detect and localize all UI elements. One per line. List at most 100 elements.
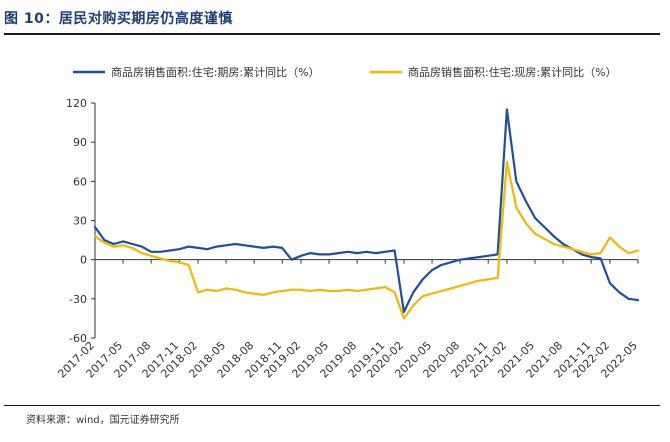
series-1-point [600,257,602,259]
series-2-point [403,317,405,319]
series-1-point [300,255,302,257]
series-1-point [525,200,527,202]
series-2-point [609,236,611,238]
series-2-point [590,253,592,255]
series-1-point [534,217,536,219]
series-2-point [159,257,161,259]
series-2-point [440,290,442,292]
series-2-point [347,289,349,291]
series-2-point [459,285,461,287]
series-2-point [291,289,293,291]
source-divider [4,405,660,406]
legend-label-1: 商品房销售面积:住宅:期房:累计同比（%） [111,65,320,79]
series-1-point [515,180,517,182]
series-1-point [487,255,489,257]
series-1-point [272,246,274,248]
series-2-point [375,287,377,289]
series-1-point [206,248,208,250]
series-2-point [515,206,517,208]
series-1-point [225,244,227,246]
series-2-point [422,295,424,297]
series-1-point [412,291,414,293]
series-1-point [440,264,442,266]
series-1-point [394,249,396,251]
series-2-point [365,289,367,291]
series-1-point [94,226,96,228]
series-2-point [431,293,433,295]
y-tick-label: 0 [80,254,87,267]
series-1-point [384,251,386,253]
series-1-point [375,252,377,254]
series-1-point [422,278,424,280]
series-1-point [309,252,311,254]
series-2-point [543,238,545,240]
y-tick-label: 30 [73,215,87,228]
series-2-point [394,291,396,293]
series-2-point [281,290,283,292]
series-1-point [253,246,255,248]
series-2-point [113,246,115,248]
series-2-point [103,242,105,244]
series-1-point [450,261,452,263]
series-2-point [628,252,630,254]
series-2-point [188,264,190,266]
series-2-point [581,251,583,253]
series-1-point [262,247,264,249]
series-2-point [450,287,452,289]
series-1-point [431,269,433,271]
series-2-point [487,278,489,280]
series-2-point [356,290,358,292]
series-2-point [150,255,152,257]
y-tick-label: 120 [66,97,87,110]
series-2-point [272,291,274,293]
y-tick-label: 60 [73,175,87,188]
series-2-point [571,248,573,250]
legend-label-2: 商品房销售面积:住宅:现房:累计同比（%） [408,65,617,79]
series-2-point [618,246,620,248]
series-2-point [234,289,236,291]
series-1-point [581,253,583,255]
series-2-point [600,252,602,254]
series-1-point [553,235,555,237]
series-2-point [384,286,386,288]
series-1-point [506,108,508,110]
series-2-point [94,235,96,237]
series-1-point [188,246,190,248]
series-1-point [590,256,592,258]
series-1-point [159,251,161,253]
series-2-point [534,233,536,235]
series-2-point [506,161,508,163]
series-2-point [637,249,639,251]
series-1-point [637,299,639,301]
y-tick-label: -60 [69,332,87,345]
series-2-point [553,243,555,245]
series-2-point [468,282,470,284]
series-2-point [497,277,499,279]
series-line-1 [93,108,640,313]
series-1-point [141,246,143,248]
series-2-point [225,287,227,289]
series-1-point [178,248,180,250]
series-1-point [562,243,564,245]
series-1-point [197,247,199,249]
series-2-point [178,261,180,263]
series-1-point [234,243,236,245]
series-2-point [131,247,133,249]
series-1-point [365,251,367,253]
series-2-point [169,260,171,262]
series-2-point [197,291,199,293]
y-tick-label: 90 [73,136,87,149]
series-2-point [478,280,480,282]
series-2-point [412,304,414,306]
series-2-point [300,289,302,291]
series-1-point [319,253,321,255]
series-1-point [468,257,470,259]
series-2-point [141,252,143,254]
title-divider [4,33,660,35]
series-1-point [609,282,611,284]
series-1-point [337,252,339,254]
series-2-point [337,290,339,292]
series-1-point [478,256,480,258]
series-1-point [244,244,246,246]
series-1-point [113,243,115,245]
